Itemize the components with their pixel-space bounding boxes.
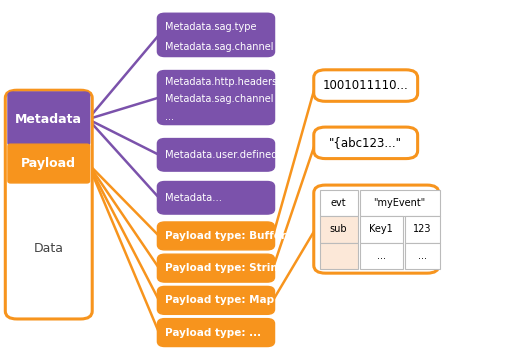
Text: Metadata: Metadata [15, 113, 82, 126]
Text: Payload type: String: Payload type: String [165, 263, 286, 273]
FancyBboxPatch shape [157, 71, 275, 125]
Text: Metadata.user.defined: Metadata.user.defined [165, 150, 278, 160]
Text: ...: ... [418, 251, 427, 261]
FancyBboxPatch shape [5, 90, 92, 319]
Text: evt: evt [331, 198, 347, 208]
FancyBboxPatch shape [157, 254, 275, 282]
Bar [320, 216, 358, 243]
Bar [405, 216, 440, 243]
FancyBboxPatch shape [157, 319, 275, 347]
Text: Payload type: Map: Payload type: Map [165, 295, 275, 305]
Text: ...: ... [377, 251, 386, 261]
Text: Metadata.sag.channel: Metadata.sag.channel [165, 42, 274, 52]
Text: ...: ... [165, 112, 174, 122]
FancyBboxPatch shape [157, 182, 275, 214]
FancyBboxPatch shape [157, 13, 275, 57]
Text: Metadata...: Metadata... [165, 193, 223, 203]
Bar [320, 243, 358, 269]
Text: 1001011110...: 1001011110... [323, 79, 409, 92]
Text: Key1: Key1 [369, 224, 393, 234]
FancyBboxPatch shape [157, 222, 275, 250]
Bar [360, 243, 403, 269]
Text: "myEvent": "myEvent" [374, 198, 426, 208]
Text: Data: Data [34, 242, 64, 255]
FancyBboxPatch shape [157, 286, 275, 314]
Text: Metadata.sag.type: Metadata.sag.type [165, 22, 257, 32]
FancyBboxPatch shape [8, 144, 90, 183]
FancyBboxPatch shape [157, 139, 275, 171]
Text: 123: 123 [413, 224, 431, 234]
Text: Payload type: ...: Payload type: ... [165, 328, 261, 338]
Bar [360, 190, 440, 216]
Text: Metadata.sag.channel: Metadata.sag.channel [165, 94, 274, 104]
Bar [405, 243, 440, 269]
Bar [320, 190, 358, 216]
FancyBboxPatch shape [314, 127, 418, 159]
Text: Payload: Payload [21, 157, 76, 170]
Text: Metadata.http.headers: Metadata.http.headers [165, 77, 278, 87]
Text: "{abc123...": "{abc123..." [329, 136, 402, 149]
FancyBboxPatch shape [8, 92, 90, 146]
Bar [360, 216, 403, 243]
FancyBboxPatch shape [314, 185, 439, 273]
Text: Payload type: Buffer: Payload type: Buffer [165, 231, 286, 241]
Text: sub: sub [330, 224, 348, 234]
FancyBboxPatch shape [314, 70, 418, 101]
